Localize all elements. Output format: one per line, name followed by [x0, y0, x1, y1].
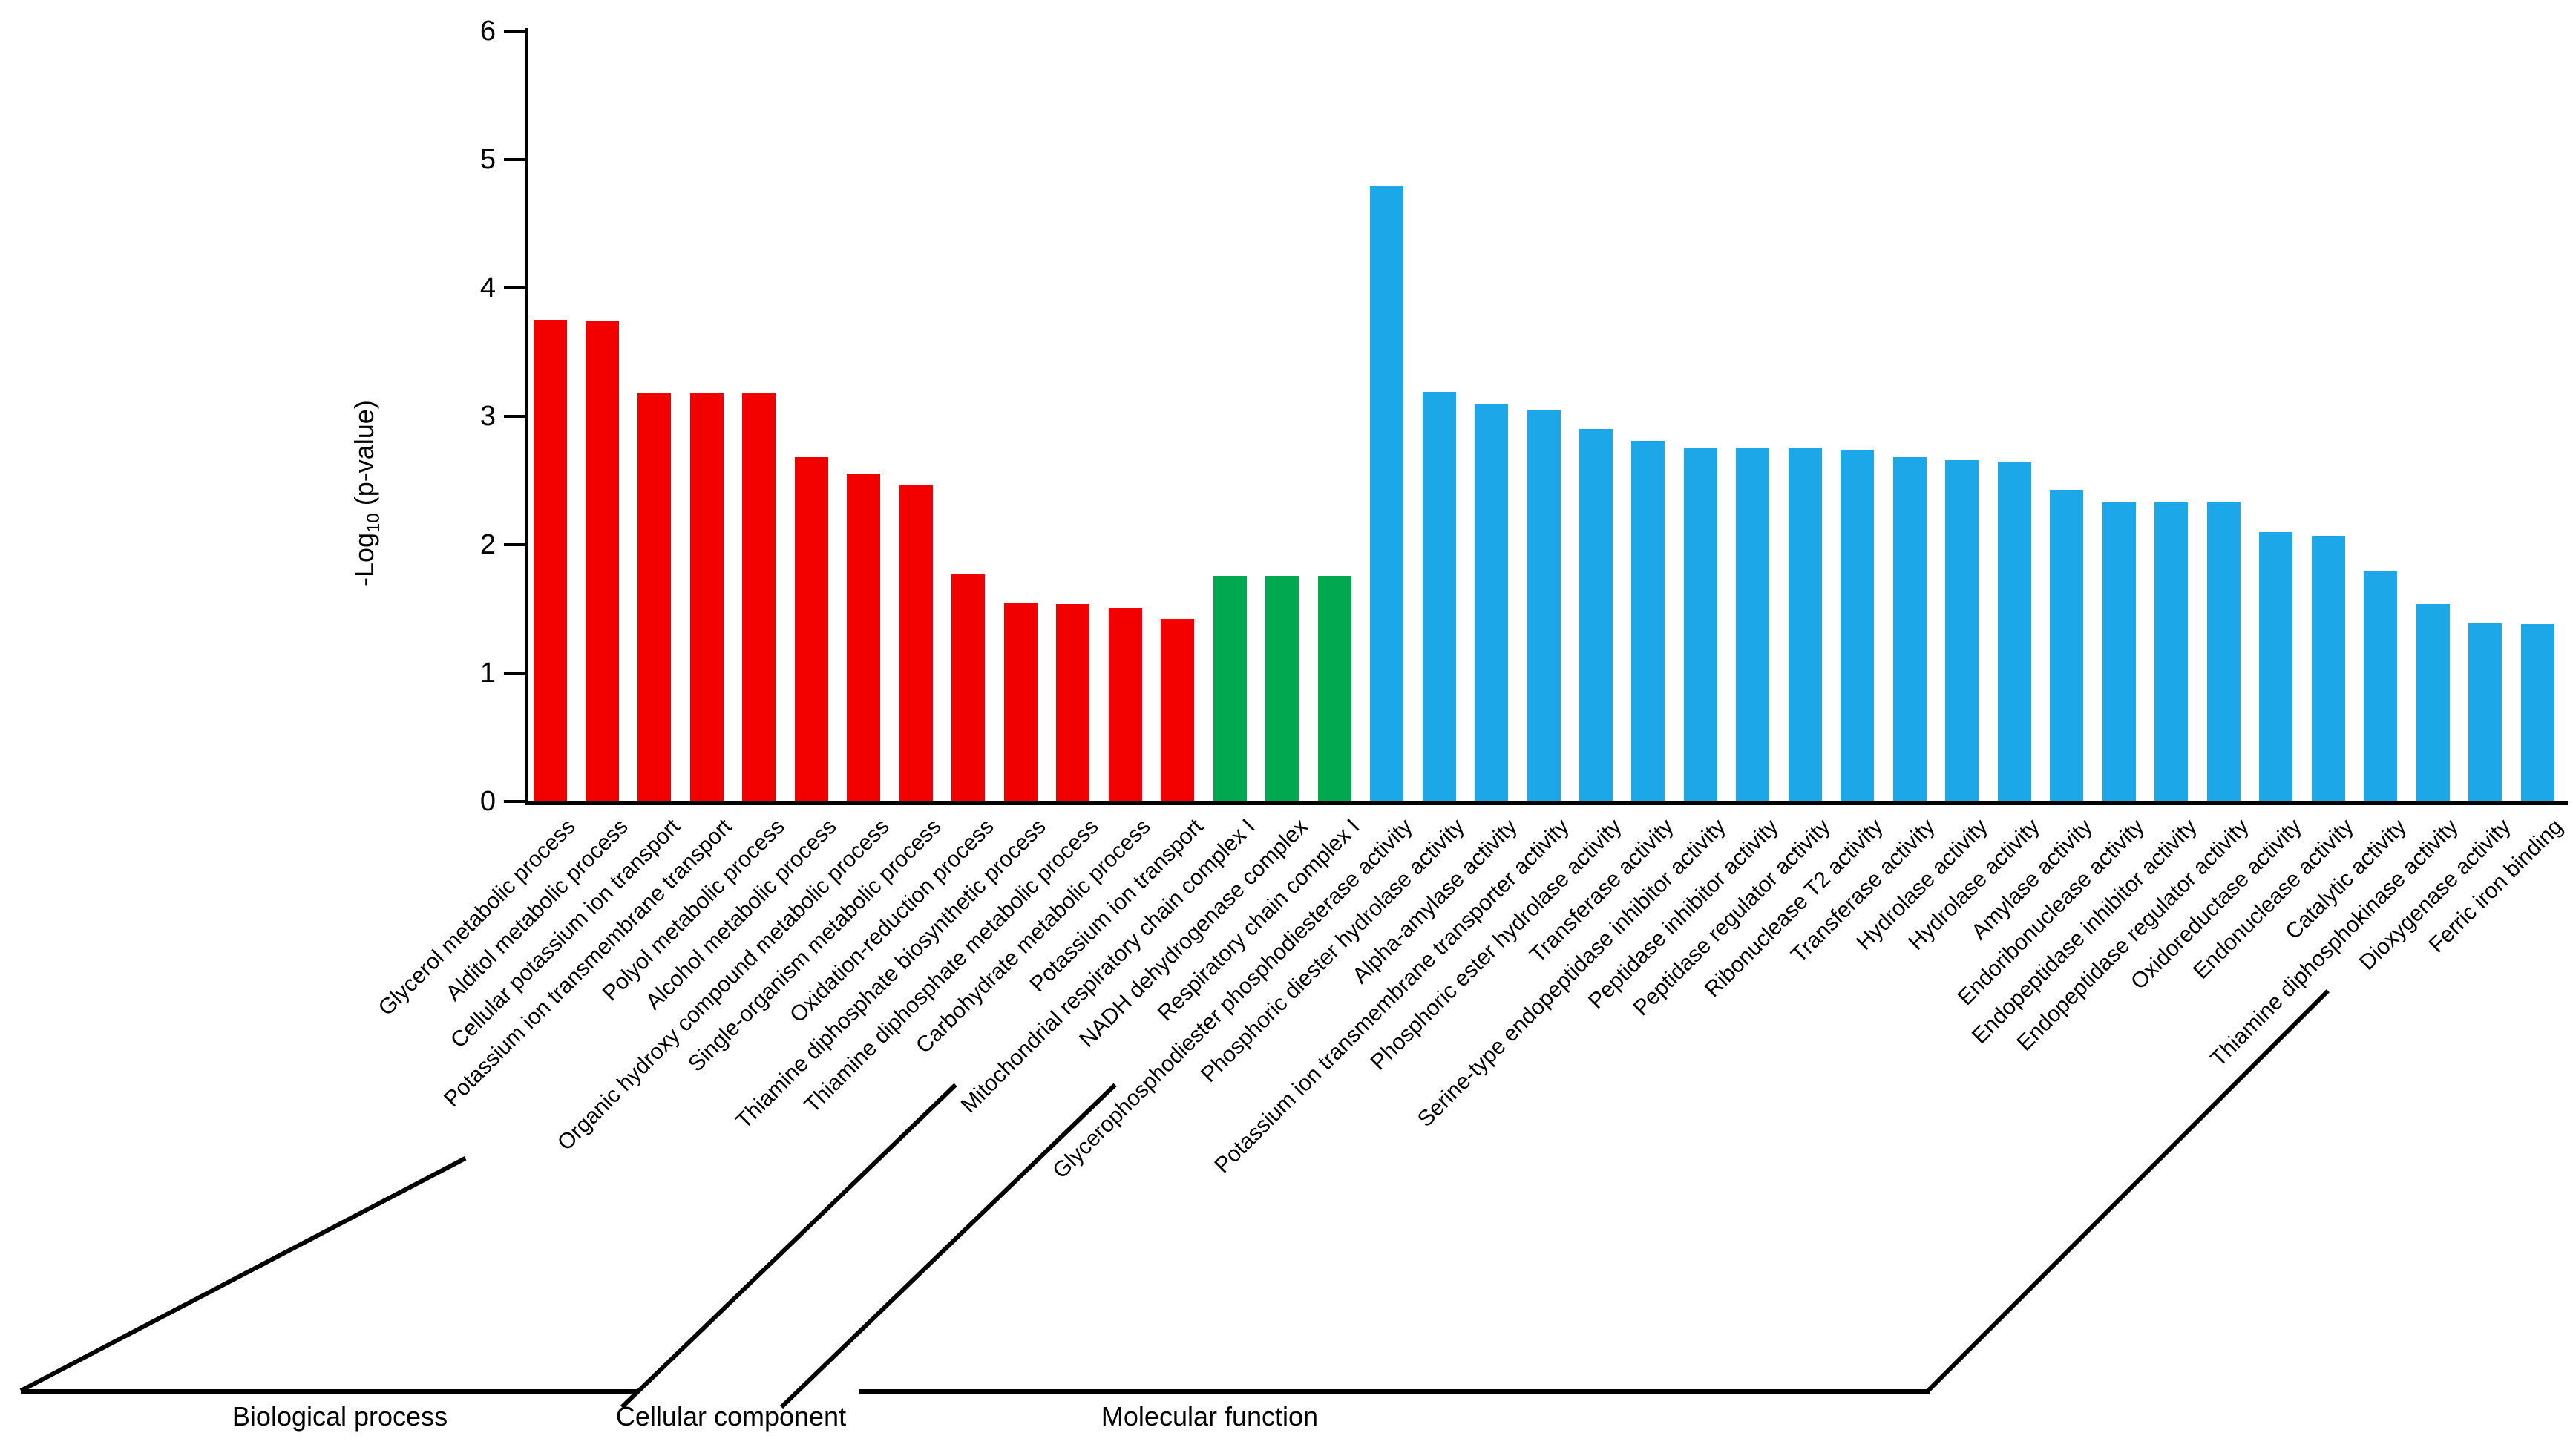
bar	[1108, 607, 1142, 801]
bar	[1945, 459, 1979, 801]
bar	[1841, 450, 1875, 801]
y-tick-mark	[504, 800, 525, 803]
bar	[1161, 619, 1195, 801]
bar	[794, 457, 828, 801]
bar	[1997, 462, 2031, 801]
bar	[1265, 575, 1299, 801]
category-label: Cellular component	[615, 1401, 847, 1432]
bar	[2468, 623, 2502, 801]
bar	[1788, 448, 1822, 801]
y-tick-mark	[504, 672, 525, 675]
y-tick-mark	[504, 286, 525, 289]
bar	[1213, 575, 1247, 801]
bar	[689, 393, 724, 801]
y-axis-title-suffix: (p-value)	[349, 400, 379, 514]
y-tick-label: 5	[479, 144, 496, 175]
bar	[1003, 602, 1038, 801]
bar	[1317, 575, 1351, 801]
category-baseline	[859, 1389, 1930, 1394]
y-tick-label: 2	[479, 529, 496, 560]
bar	[1892, 457, 1927, 801]
y-tick-label: 1	[479, 658, 496, 689]
category-label: Molecular function	[1101, 1401, 1319, 1432]
y-tick-mark	[504, 30, 525, 33]
category-label: Biological process	[232, 1401, 448, 1432]
bar	[2259, 531, 2293, 801]
y-axis-title-prefix: -Log	[349, 532, 379, 586]
bar	[637, 393, 672, 801]
bar	[2364, 571, 2398, 801]
bar	[2206, 502, 2241, 801]
bar	[1579, 429, 1613, 801]
y-tick-label: 4	[479, 272, 496, 304]
bar	[1631, 440, 1665, 801]
bar	[1370, 185, 1404, 801]
bar	[2416, 603, 2450, 801]
bar	[1527, 410, 1561, 801]
bar	[1683, 448, 1717, 801]
bar	[1056, 603, 1090, 801]
bar	[2311, 535, 2345, 801]
bar	[1422, 392, 1456, 801]
bar	[847, 473, 881, 801]
bar	[586, 321, 619, 801]
category-baseline	[21, 1389, 637, 1394]
y-tick-mark	[504, 158, 525, 161]
bar	[899, 484, 933, 801]
bar	[951, 574, 986, 801]
y-tick-mark	[504, 543, 525, 546]
bar	[2050, 489, 2084, 801]
bar	[2102, 502, 2136, 801]
y-axis-title-subscript: 10	[364, 513, 384, 533]
bar	[533, 320, 567, 801]
y-tick-mark	[504, 415, 525, 418]
y-axis-line	[525, 28, 528, 804]
y-axis-title: -Log10 (p-value)	[349, 400, 384, 586]
bar	[2154, 502, 2189, 801]
bar	[1736, 448, 1770, 801]
y-tick-label: 3	[479, 401, 496, 432]
x-axis-line	[525, 801, 2568, 805]
y-tick-label: 6	[479, 16, 496, 47]
bar	[2520, 624, 2554, 801]
bar	[742, 393, 776, 801]
y-tick-label: 0	[479, 786, 496, 817]
bar	[1475, 403, 1508, 801]
